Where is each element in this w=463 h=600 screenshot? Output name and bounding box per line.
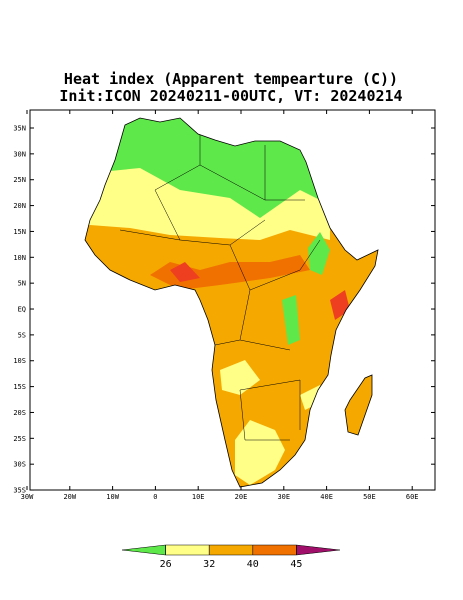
title-line-2: Init:ICON 20240211-00UTC, VT: 20240214 [59,87,402,105]
lat-label: 15S [13,383,26,391]
lat-label: 30S [13,461,26,469]
lon-label: 20E [235,493,248,501]
lon-label: 10E [192,493,205,501]
colorbar-label: 26 [160,559,172,570]
colorbar-label: 45 [290,559,302,570]
title-line-1: Heat index (Apparent tempearture (C)) [64,70,398,88]
lon-label: 50E [363,493,376,501]
colorbar-label: 32 [203,559,215,570]
lon-label: 30W [21,493,34,501]
lon-label: 30E [277,493,290,501]
coastline [84,117,379,488]
colorbar-label: 40 [247,559,259,570]
lat-label: 10S [13,357,26,365]
lat-label: 5S [18,331,26,339]
lat-label: 25S [13,435,26,443]
lat-label: 30N [13,150,26,158]
lon-label: 20W [63,493,76,501]
lat-label: EQ [18,306,26,314]
colorbar: 26 32 40 45 [121,544,341,570]
lat-label: 20N [13,202,26,210]
lat-label: 35N [13,125,26,133]
lon-label: 60E [406,493,419,501]
lon-label: 10W [106,493,119,501]
colorbar-segment [252,544,297,556]
colorbar-segment [208,544,254,556]
lat-label: 20S [13,409,26,417]
lat-label: 15N [13,228,26,236]
lat-label: 10N [13,254,26,262]
lon-label: 40E [320,493,333,501]
colorbar-segment [165,544,210,556]
colorbar-segment [121,544,166,556]
colorbar-segment [296,544,341,556]
borders [119,135,321,441]
lat-label: 25N [13,176,26,184]
lat-label: 35S [13,487,26,495]
lat-label: 5N [18,280,26,288]
lon-label: 0 [153,493,157,501]
axis-ticks: 35N 30N 25N 20N 15N 10N 5N EQ 5S 10S 15S 20S 25S 30S 3… [13,110,435,501]
